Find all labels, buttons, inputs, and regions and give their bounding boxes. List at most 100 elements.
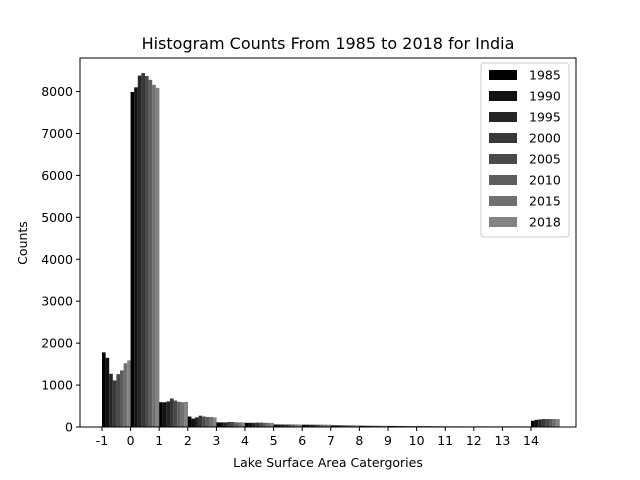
y-axis-label: Counts: [15, 221, 30, 265]
bar-2005-cat-14: [545, 419, 549, 427]
legend-label-2005: 2005: [529, 152, 561, 167]
legend-label-2018: 2018: [529, 215, 561, 230]
bar-2015-cat-8: [381, 425, 385, 427]
legend-swatch-2018: [489, 217, 517, 227]
bar-1990-cat-4: [248, 422, 253, 427]
legend-swatch-1985: [489, 70, 517, 80]
bar-1990-cat-1: [162, 402, 167, 427]
bar-2015-cat-14: [552, 419, 557, 427]
legend-label-1990: 1990: [529, 89, 561, 104]
bar-1985-cat-7: [330, 425, 335, 427]
bar-2005-cat-3: [230, 421, 235, 427]
bar-2010-cat-2: [205, 416, 210, 427]
bar-2000-cat-0: [141, 73, 145, 427]
bar-1995-cat-4: [252, 422, 256, 427]
y-tick-label: 5000: [41, 210, 73, 225]
bar-2018-cat-9: [413, 425, 417, 427]
y-tick-label: 6000: [41, 168, 73, 183]
bar-1990-cat-0: [134, 87, 138, 427]
x-tick-label: 4: [241, 433, 249, 448]
bar-2018-cat-0: [155, 87, 160, 428]
legend-swatch-2015: [489, 196, 517, 206]
bar-2005-cat-5: [288, 424, 292, 427]
bar-2018-cat-14: [556, 419, 560, 427]
bar-2005-cat-6: [316, 424, 321, 427]
plot-frame: [79, 57, 577, 428]
bar-2010-cat-8: [377, 425, 381, 427]
bar-2005-cat-7: [345, 425, 349, 427]
bar-2005-cat--1: [116, 374, 120, 427]
x-tick-label: 8: [355, 433, 363, 448]
bar-2000-cat-5: [284, 424, 288, 427]
bar-2015-cat--1: [123, 363, 128, 427]
bar-2015-cat-4: [266, 422, 271, 427]
y-tick-label: 0: [65, 420, 73, 435]
y-tick-label: 3000: [41, 294, 73, 309]
legend: 1985 1990 1995 2000 2005 2010 2015 2018: [480, 62, 570, 238]
bar-1985-cat-6: [302, 424, 306, 427]
bar-2000-cat-9: [398, 425, 403, 427]
bar-2000-cat-3: [227, 421, 231, 427]
bar-2018-cat-2: [213, 417, 217, 427]
bar-1990-cat-9: [391, 425, 396, 427]
bar-2000-cat--1: [112, 380, 117, 427]
bar-1990-cat-14: [534, 419, 539, 427]
bar-2018-cat-6: [327, 424, 331, 427]
bar-1985-cat-5: [273, 424, 278, 427]
bar-2005-cat-1: [173, 400, 178, 427]
x-tick-label: 5: [270, 433, 278, 448]
legend-swatch-1990: [489, 91, 517, 101]
bar-1990-cat-6: [305, 424, 310, 427]
bar-2000-cat-4: [255, 422, 260, 427]
bar-1985-cat--1: [102, 352, 106, 427]
y-tick-label: 1000: [41, 378, 73, 393]
bar-2015-cat-0: [152, 84, 156, 427]
bar-2018-cat-3: [241, 422, 246, 427]
bar-2005-cat-0: [145, 76, 149, 427]
bar-2018-cat-8: [384, 425, 389, 427]
legend-label-1985: 1985: [529, 68, 561, 83]
x-tick-label: 0: [127, 433, 135, 448]
bar-1985-cat-4: [245, 422, 249, 427]
bar-2000-cat-8: [370, 425, 374, 427]
bar-2005-cat-9: [402, 425, 406, 427]
chart-title: Histogram Counts From 1985 to 2018 for I…: [142, 34, 515, 53]
bar-2000-cat-1: [170, 398, 174, 427]
legend-swatch-2010: [489, 175, 517, 185]
bar-1995-cat-8: [366, 425, 371, 427]
bar-2010-cat-3: [234, 422, 238, 427]
y-tick-label: 8000: [41, 84, 73, 99]
bar-2015-cat-9: [409, 425, 414, 427]
bar-2010-cat--1: [120, 370, 124, 427]
bar-2010-cat-0: [148, 79, 153, 428]
bar-1995-cat-3: [223, 422, 228, 427]
bar-2018-cat-5: [298, 424, 303, 427]
bar-2005-cat-8: [373, 425, 378, 427]
x-tick-label: 10: [409, 433, 425, 448]
x-tick-label: -1: [96, 433, 108, 448]
bar-2000-cat-2: [198, 415, 203, 427]
bar-2018-cat-1: [184, 401, 188, 427]
x-tick-label: 3: [212, 433, 220, 448]
x-tick-label: 7: [327, 433, 335, 448]
bar-1990-cat-7: [334, 425, 338, 427]
bar-2000-cat-6: [313, 424, 317, 427]
x-tick-label: 1: [155, 433, 163, 448]
bar-2015-cat-3: [238, 422, 242, 427]
legend-label-2015: 2015: [529, 194, 561, 209]
x-tick-label: 12: [466, 433, 482, 448]
bar-1985-cat-9: [388, 425, 392, 427]
bar-1990-cat-2: [191, 418, 195, 427]
bar-2010-cat-4: [263, 422, 267, 427]
bar-1990-cat-3: [220, 422, 224, 427]
bar-2015-cat-6: [323, 424, 328, 427]
bar-1995-cat-5: [280, 424, 285, 427]
bar-1985-cat-14: [531, 420, 535, 427]
bar-2010-cat-5: [291, 424, 296, 427]
y-tick-label: 7000: [41, 126, 73, 141]
bar-1990-cat--1: [105, 357, 110, 427]
y-tick-label: 2000: [41, 336, 73, 351]
bar-1990-cat-8: [363, 425, 367, 427]
bar-2015-cat-7: [352, 425, 356, 427]
